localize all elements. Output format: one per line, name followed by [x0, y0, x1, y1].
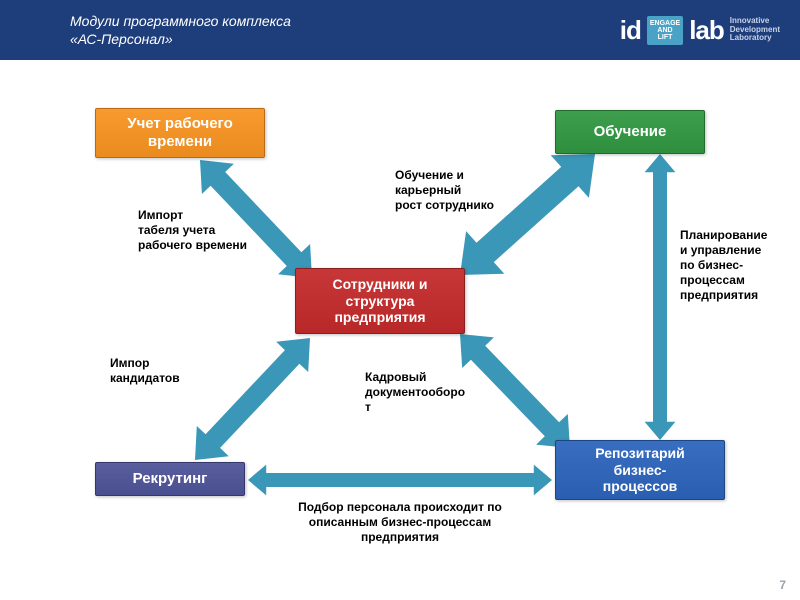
arrow — [248, 465, 552, 496]
arrow — [645, 154, 676, 440]
title-line2: «АС-Персонал» — [70, 31, 173, 47]
node-repo: Репозитарийбизнес-процессов — [555, 440, 725, 500]
header: Модули программного комплекса «АС-Персон… — [0, 0, 800, 60]
edge-label-5: Подбор персонала происходит поописанным … — [250, 500, 550, 545]
logo-subtitle: Innovative Development Laboratory — [730, 17, 780, 43]
node-edu: Обучение — [555, 110, 705, 154]
page-number: 7 — [779, 578, 786, 592]
node-recruit: Рекрутинг — [95, 462, 245, 496]
edge-label-3: Импоркандидатов — [110, 356, 220, 386]
node-center: Сотрудники иструктурапредприятия — [295, 268, 465, 334]
logo: id ENGAGE AND LIFT lab Innovative Develo… — [620, 15, 780, 46]
edge-label-0: Обучение икарьерныйрост сотруднико — [395, 168, 565, 213]
diagram-canvas: Учет рабочеговремени Обучение Сотрудники и… — [0, 60, 800, 600]
edge-label-2: Планированиеи управлениепо бизнес-процес… — [680, 228, 800, 303]
edge-label-1: Импорттабеля учетарабочего времени — [138, 208, 298, 253]
header-title: Модули программного комплекса «АС-Персон… — [70, 12, 620, 48]
logo-badge: ENGAGE AND LIFT — [647, 16, 683, 45]
logo-lab: lab — [689, 15, 724, 46]
logo-id: id — [620, 15, 641, 46]
edge-label-4: Кадровыйдокументооборот — [365, 370, 525, 415]
title-line1: Модули программного комплекса — [70, 13, 291, 29]
node-time: Учет рабочеговремени — [95, 108, 265, 158]
